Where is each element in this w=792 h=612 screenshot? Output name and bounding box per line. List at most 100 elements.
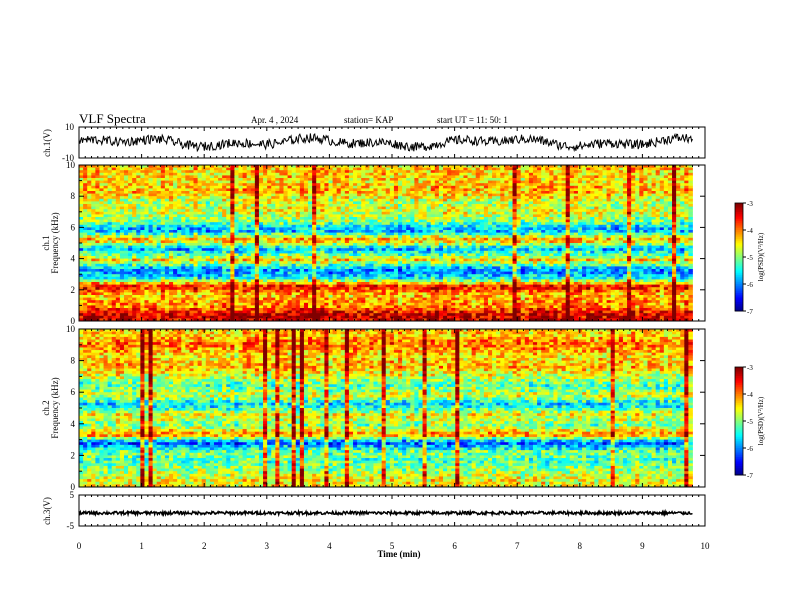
spectrogram-cell xyxy=(295,201,301,205)
spectrogram-cell xyxy=(193,204,199,207)
spectrogram-cell xyxy=(438,237,444,241)
spectrogram-cell xyxy=(504,211,509,215)
spectrogram-cell xyxy=(443,232,448,236)
spectrogram-cell xyxy=(680,198,685,202)
spectrogram-cell xyxy=(230,165,235,168)
spectrogram-cell xyxy=(573,172,579,176)
spectrogram-cell xyxy=(185,237,190,241)
spectrogram-cell xyxy=(680,235,685,239)
spectrogram-cell xyxy=(119,198,125,202)
spectrogram-cell xyxy=(475,235,481,239)
spectrogram-cell xyxy=(254,167,260,171)
spectrogram-cell xyxy=(598,237,603,241)
spectrogram-cell xyxy=(393,191,399,194)
spectrogram-cell xyxy=(279,178,284,181)
spectrogram-cell xyxy=(140,172,145,176)
spectrogram-cell xyxy=(557,227,562,231)
spectrogram-cell xyxy=(353,196,358,200)
spectrogram-cell xyxy=(479,201,485,205)
spectrogram-cell xyxy=(639,230,644,233)
spectrogram-cell xyxy=(667,222,673,226)
spectrogram-cell xyxy=(688,240,693,244)
spectrogram-cell xyxy=(128,224,133,228)
spectrogram-cell xyxy=(561,204,567,207)
spectrogram-cell xyxy=(577,178,583,181)
spectrogram-cell xyxy=(267,227,272,231)
spectrogram-cell xyxy=(353,224,358,228)
spectrogram-cell xyxy=(107,219,113,223)
spectrogram-cell xyxy=(537,209,542,213)
spectrogram-cell xyxy=(528,237,534,241)
spectrogram-cell xyxy=(234,227,239,231)
spectrogram-cell xyxy=(189,193,194,197)
spectrogram-cell xyxy=(99,222,104,226)
spectrogram-cell xyxy=(528,175,534,179)
spectrogram-cell xyxy=(528,191,534,194)
spectrogram-cell xyxy=(410,211,415,215)
spectrogram-cell xyxy=(258,219,264,223)
spectrogram-cell xyxy=(496,214,501,218)
spectrogram-cell xyxy=(663,217,669,220)
spectrogram-cell xyxy=(639,204,644,207)
spectrogram-cell xyxy=(201,180,207,184)
spectrogram-cell xyxy=(238,230,243,233)
spectrogram-cell xyxy=(402,175,407,179)
spectrogram-cell xyxy=(565,230,571,233)
spectrogram-cell xyxy=(324,232,329,236)
spectrogram-cell xyxy=(144,185,149,189)
spectrogram-cell xyxy=(238,235,243,239)
spectrogram-cell xyxy=(647,219,652,223)
spectrogram-cell xyxy=(115,196,121,200)
spectrogram-cell xyxy=(144,196,149,200)
spectrogram-cell xyxy=(398,230,403,233)
spectrogram-cell xyxy=(258,180,264,184)
spectrogram-cell xyxy=(353,178,358,181)
spectrogram-cell xyxy=(181,206,186,210)
spectrogram-cell xyxy=(602,222,607,226)
spectrogram-cell xyxy=(500,232,505,236)
spectrogram-cell xyxy=(381,185,387,189)
spectrogram-cell xyxy=(414,230,419,233)
spectrogram-cell xyxy=(520,178,526,181)
spectrogram-cell xyxy=(532,201,538,205)
spectrogram-cell xyxy=(565,222,571,226)
spectrogram-cell xyxy=(622,209,628,213)
spectrogram-cell xyxy=(361,204,366,207)
spectrogram-cell xyxy=(549,211,554,215)
spectrogram-cell xyxy=(258,243,264,246)
spectrogram-cell xyxy=(287,201,293,205)
spectrogram-cell xyxy=(258,167,264,171)
spectrogram-cell xyxy=(308,209,313,213)
spectrogram-cell xyxy=(168,235,174,239)
spectrogram-cell xyxy=(287,178,293,181)
spectrogram-cell xyxy=(676,201,681,205)
spectrogram-cell xyxy=(87,196,92,200)
spectrogram-cell xyxy=(369,175,374,179)
spectrogram-cell xyxy=(524,188,530,192)
spectrogram-cell xyxy=(406,165,411,168)
spectrogram-cell xyxy=(136,165,141,168)
spectrogram-cell xyxy=(500,183,505,187)
spectrogram-cell xyxy=(410,206,415,210)
spectrogram-cell xyxy=(385,196,391,200)
spectrogram-cell xyxy=(447,183,452,187)
spectrogram-cell xyxy=(115,193,121,197)
spectrogram-cell xyxy=(308,245,313,249)
spectrogram-cell xyxy=(389,188,395,192)
spectrogram-cell xyxy=(377,222,383,226)
spectrogram-cell xyxy=(369,248,374,252)
spectrogram-cell xyxy=(602,237,607,241)
spectrogram-cell xyxy=(393,183,399,187)
spectrogram-cell xyxy=(541,214,546,218)
spectrogram-cell xyxy=(160,188,166,192)
spectrogram-cell xyxy=(565,167,571,171)
spectrogram-cell xyxy=(524,211,530,215)
spectrogram-cell xyxy=(590,209,595,213)
spectrogram-cell xyxy=(434,178,440,181)
spectrogram-cell xyxy=(246,230,252,233)
spectrogram-cell xyxy=(553,165,558,168)
spectrogram-cell xyxy=(618,245,624,249)
spectrogram-cell xyxy=(271,240,276,244)
spectrogram-cell xyxy=(197,175,203,179)
spectrogram-cell xyxy=(332,214,338,218)
